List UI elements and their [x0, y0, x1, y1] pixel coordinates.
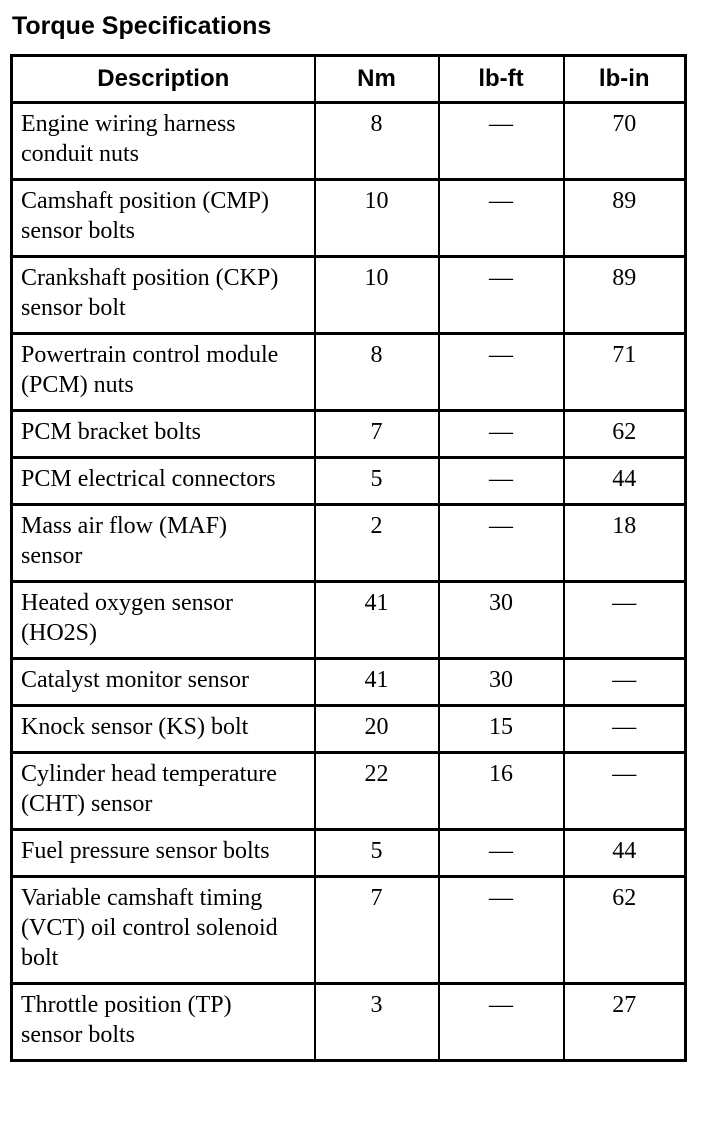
- table-row: Catalyst monitor sensor 41 30 —: [10, 657, 687, 707]
- lb-ft-value-cell: 16: [437, 751, 565, 831]
- lb-ft-value-cell: 30: [437, 580, 565, 660]
- nm-value-cell: 7: [313, 875, 440, 985]
- lb-in-value-cell: —: [562, 580, 687, 660]
- table-row: Mass air flow (MAF) sensor 2 — 18: [10, 503, 687, 583]
- document-page: Torque Specifications Description Nm lb-…: [10, 12, 687, 1062]
- table-row: Fuel pressure sensor bolts 5 — 44: [10, 828, 687, 878]
- lb-in-value-cell: 27: [562, 982, 687, 1062]
- description-cell: Cylinder head temperature (CHT) sensor: [10, 751, 316, 831]
- table-row: Heated oxygen sensor (HO2S) 41 30 —: [10, 580, 687, 660]
- nm-value-cell: 5: [313, 456, 440, 506]
- description-cell: Knock sensor (KS) bolt: [10, 704, 316, 754]
- lb-in-value-cell: 89: [562, 255, 687, 335]
- nm-value-cell: 41: [313, 580, 440, 660]
- lb-ft-value-cell: —: [437, 456, 565, 506]
- table-row: Camshaft position (CMP) sensor bolts 10 …: [10, 178, 687, 258]
- lb-ft-value-cell: —: [437, 875, 565, 985]
- table-header-row: Description Nm lb-ft lb-in: [10, 54, 687, 104]
- lb-ft-value-cell: —: [437, 982, 565, 1062]
- description-cell: Crankshaft position (CKP) sensor bolt: [10, 255, 316, 335]
- lb-in-value-cell: 62: [562, 875, 687, 985]
- table-row: Engine wiring harness conduit nuts 8 — 7…: [10, 101, 687, 181]
- nm-value-cell: 8: [313, 332, 440, 412]
- description-cell: Camshaft position (CMP) sensor bolts: [10, 178, 316, 258]
- nm-value-cell: 7: [313, 409, 440, 459]
- lb-ft-value-cell: —: [437, 332, 565, 412]
- table-row: PCM electrical connectors 5 — 44: [10, 456, 687, 506]
- lb-ft-value-cell: —: [437, 828, 565, 878]
- lb-in-value-cell: —: [562, 751, 687, 831]
- description-cell: PCM electrical connectors: [10, 456, 316, 506]
- lb-ft-value-cell: —: [437, 101, 565, 181]
- torque-specifications-table: Description Nm lb-ft lb-in Engine wiring…: [10, 54, 687, 1062]
- table-body: Engine wiring harness conduit nuts 8 — 7…: [10, 101, 687, 1062]
- lb-in-value-cell: 44: [562, 456, 687, 506]
- table-row: PCM bracket bolts 7 — 62: [10, 409, 687, 459]
- lb-in-value-cell: 71: [562, 332, 687, 412]
- nm-value-cell: 10: [313, 255, 440, 335]
- description-cell: Throttle position (TP) sensor bolts: [10, 982, 316, 1062]
- nm-value-cell: 3: [313, 982, 440, 1062]
- table-row: Knock sensor (KS) bolt 20 15 —: [10, 704, 687, 754]
- nm-value-cell: 10: [313, 178, 440, 258]
- lb-in-value-cell: 70: [562, 101, 687, 181]
- nm-value-cell: 41: [313, 657, 440, 707]
- nm-value-cell: 2: [313, 503, 440, 583]
- lb-ft-value-cell: —: [437, 255, 565, 335]
- description-cell: PCM bracket bolts: [10, 409, 316, 459]
- lb-in-value-cell: 44: [562, 828, 687, 878]
- lb-ft-value-cell: 15: [437, 704, 565, 754]
- table-row: Cylinder head temperature (CHT) sensor 2…: [10, 751, 687, 831]
- column-header-description: Description: [10, 54, 316, 104]
- lb-in-value-cell: 89: [562, 178, 687, 258]
- table-row: Crankshaft position (CKP) sensor bolt 10…: [10, 255, 687, 335]
- table-row: Variable camshaft timing (VCT) oil contr…: [10, 875, 687, 985]
- lb-in-value-cell: —: [562, 704, 687, 754]
- description-cell: Fuel pressure sensor bolts: [10, 828, 316, 878]
- lb-in-value-cell: 62: [562, 409, 687, 459]
- description-cell: Variable camshaft timing (VCT) oil contr…: [10, 875, 316, 985]
- page-title: Torque Specifications: [12, 12, 272, 40]
- description-cell: Catalyst monitor sensor: [10, 657, 316, 707]
- description-cell: Mass air flow (MAF) sensor: [10, 503, 316, 583]
- column-header-lb-ft: lb-ft: [437, 54, 565, 104]
- lb-ft-value-cell: —: [437, 409, 565, 459]
- column-header-lb-in: lb-in: [562, 54, 687, 104]
- lb-in-value-cell: 18: [562, 503, 687, 583]
- lb-in-value-cell: —: [562, 657, 687, 707]
- description-cell: Heated oxygen sensor (HO2S): [10, 580, 316, 660]
- nm-value-cell: 8: [313, 101, 440, 181]
- nm-value-cell: 5: [313, 828, 440, 878]
- lb-ft-value-cell: —: [437, 503, 565, 583]
- column-header-nm: Nm: [313, 54, 440, 104]
- description-cell: Powertrain control module (PCM) nuts: [10, 332, 316, 412]
- table-row: Throttle position (TP) sensor bolts 3 — …: [10, 982, 687, 1062]
- description-cell: Engine wiring harness conduit nuts: [10, 101, 316, 181]
- table-row: Powertrain control module (PCM) nuts 8 —…: [10, 332, 687, 412]
- lb-ft-value-cell: —: [437, 178, 565, 258]
- nm-value-cell: 22: [313, 751, 440, 831]
- lb-ft-value-cell: 30: [437, 657, 565, 707]
- nm-value-cell: 20: [313, 704, 440, 754]
